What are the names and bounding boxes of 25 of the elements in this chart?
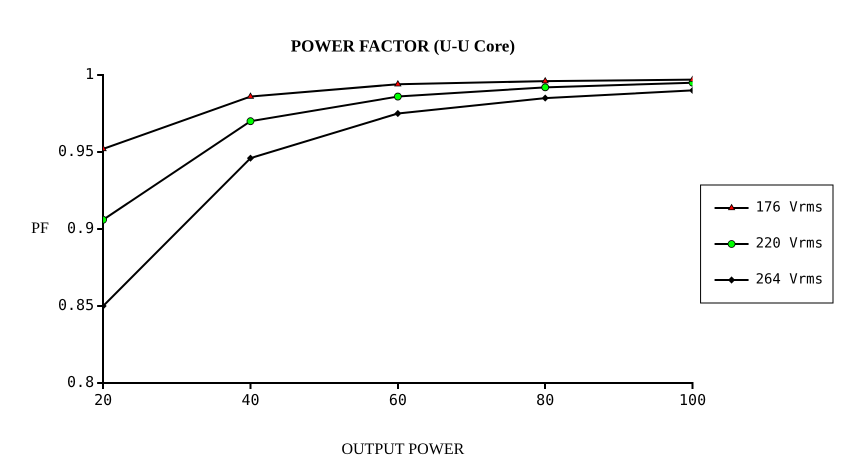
x-tick-label: 20	[94, 390, 112, 409]
x-axis-title: OUTPUT POWER	[341, 441, 465, 458]
x-tick-label: 100	[679, 390, 706, 409]
point	[247, 92, 254, 99]
legend-label: 176 Vrms	[756, 200, 824, 216]
point	[246, 117, 254, 126]
point	[394, 110, 402, 117]
point	[394, 92, 402, 100]
x-tick-label: 40	[241, 390, 260, 409]
point	[247, 154, 254, 162]
y-tick-label: 0.9	[67, 218, 94, 237]
legend-label: 220 Vrms	[756, 236, 824, 252]
y-tick-label: 0.95	[58, 142, 94, 160]
point	[542, 94, 549, 102]
point	[542, 77, 549, 84]
chart-title: POWER FACTOR (U-U Core)	[290, 36, 515, 56]
point	[394, 80, 402, 86]
x-tick-label: 60	[388, 390, 407, 409]
y-tick-label: 0.85	[58, 296, 94, 314]
legend-label: 264 Vrms	[756, 272, 824, 288]
point	[541, 83, 550, 92]
y-tick-label: 0.8	[67, 372, 94, 391]
y-tick-label: 1	[85, 64, 94, 83]
x-tick-label: 80	[536, 390, 554, 409]
y-axis-title: PF	[31, 220, 49, 238]
